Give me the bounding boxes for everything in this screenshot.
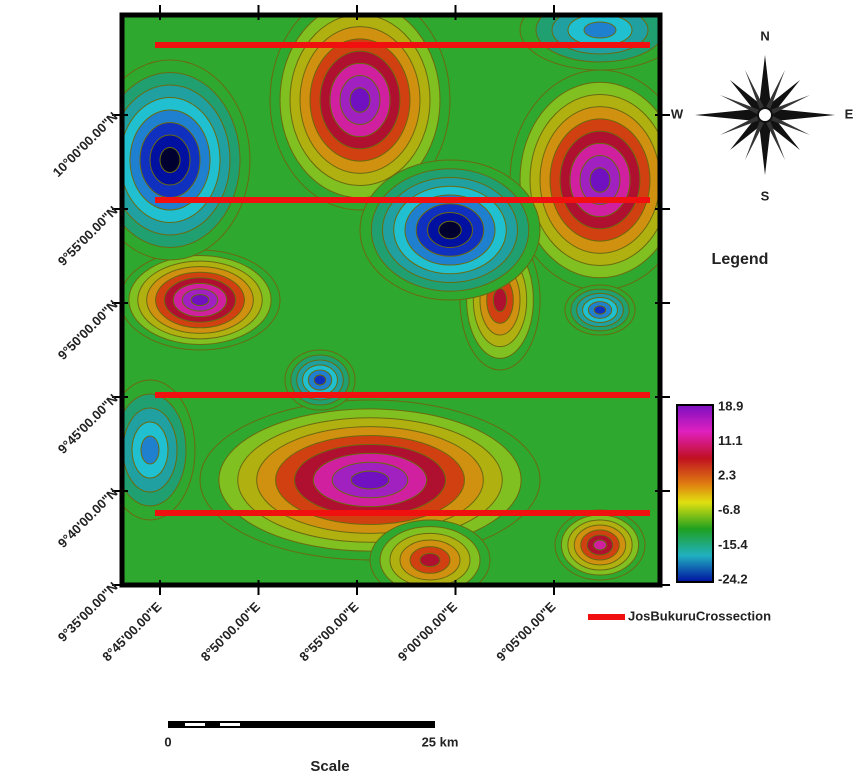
colorbar	[676, 404, 714, 583]
contour-band	[313, 374, 327, 386]
legend-title: Legend	[712, 251, 769, 268]
scale-end: 25 km	[422, 734, 459, 749]
lat-label: 9°35'00.00"N	[55, 579, 121, 645]
compass-east: E	[845, 106, 854, 121]
anomaly-raster	[122, 15, 660, 585]
compass-south: S	[761, 188, 770, 203]
lat-label: 9°50'00.00"N	[55, 297, 121, 363]
contour-band	[583, 21, 617, 39]
cross-section-lines	[155, 42, 650, 516]
lat-label: 9°40'00.00"N	[55, 485, 121, 551]
frame-ticks	[112, 5, 670, 595]
contour-band	[438, 220, 462, 240]
colorbar-label: -24.2	[718, 571, 748, 586]
contour-band	[589, 167, 611, 193]
compass-west: W	[671, 106, 684, 121]
lon-label: 8°45'00.00"E	[99, 599, 165, 665]
contour-band	[190, 293, 210, 307]
contour-band	[593, 305, 607, 315]
contour-band	[350, 470, 390, 490]
contour-band	[492, 287, 508, 313]
legend-line-label: JosBukuruCrossection	[628, 608, 771, 623]
lat-label: 10°00'00.00"N	[50, 109, 121, 180]
lon-label: 9°00'00.00"E	[395, 599, 461, 665]
colorbar-label: -6.8	[718, 502, 740, 517]
colorbar-label: -15.4	[718, 537, 748, 552]
scale-bar: 0 25 km Scale	[164, 721, 458, 775]
lon-label: 8°55'00.00"E	[296, 599, 362, 665]
colorbar-labels: 18.9 11.1 2.3 -6.8 -15.4 -24.2	[718, 398, 748, 586]
contour-band	[419, 552, 441, 568]
contour-band	[593, 539, 607, 551]
lat-label: 9°45'00.00"N	[55, 391, 121, 457]
colorbar-label: 11.1	[718, 433, 743, 448]
scale-title: Scale	[310, 758, 349, 775]
colorbar-label: 18.9	[718, 398, 743, 413]
contour-band	[140, 435, 160, 465]
lon-label: 8°50'00.00"E	[198, 599, 264, 665]
contour-band	[159, 147, 181, 173]
map-frame	[119, 12, 663, 588]
contour-band	[349, 87, 371, 113]
scale-start: 0	[164, 734, 171, 749]
compass-north: N	[760, 28, 769, 43]
lon-label: 9°05'00.00"E	[493, 599, 559, 665]
colorbar-label: 2.3	[718, 468, 736, 483]
lat-label: 9°55'00.00"N	[55, 203, 121, 269]
north-arrow: N S E W	[671, 28, 854, 203]
